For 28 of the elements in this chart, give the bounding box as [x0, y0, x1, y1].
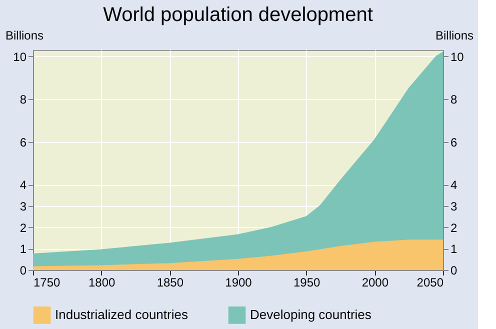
x-tick-label: 1750: [34, 276, 61, 290]
x-tick-label: 2000: [362, 276, 389, 290]
y-axis-title: Billions: [6, 28, 44, 42]
legend-label: Industrialized countries: [55, 307, 188, 322]
x-tick-label: 1850: [156, 276, 184, 290]
chart-title: World population development: [103, 4, 374, 26]
y2-tick-label: 4: [450, 178, 458, 192]
y2-tick-label: 6: [450, 135, 458, 150]
y2-tick-label: 0: [450, 264, 458, 278]
y2-tick-label: 1: [450, 242, 458, 256]
x-tick-label: 1800: [88, 276, 116, 290]
y2-axis-title: Billions: [435, 28, 474, 42]
y-tick-label: 2: [20, 220, 27, 235]
y-tick-label: 10: [13, 50, 27, 64]
y-tick-label: 0: [20, 264, 27, 278]
x-tick-label: 1900: [225, 276, 252, 290]
y-tick-label: 6: [20, 135, 27, 150]
y-tick-label: 4: [20, 178, 27, 192]
y-tick-label: 1: [20, 242, 27, 256]
y2-tick-label: 8: [450, 92, 458, 107]
x-tick-label: 1950: [293, 276, 321, 290]
y2-tick-label: 10: [450, 50, 464, 64]
y-tick-label: 8: [20, 92, 27, 107]
y-tick-label: 3: [20, 199, 27, 214]
x-tick-label: 2050: [416, 276, 444, 290]
y2-tick-label: 2: [450, 220, 458, 235]
legend-label: Developing countries: [250, 307, 372, 322]
y2-tick-label: 3: [450, 199, 458, 214]
